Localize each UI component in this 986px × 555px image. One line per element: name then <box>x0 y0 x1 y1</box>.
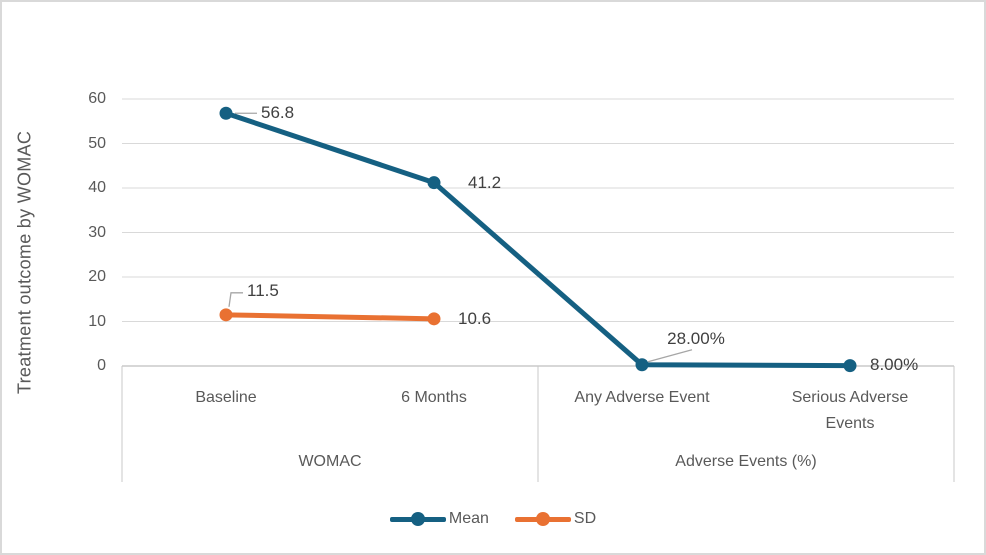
legend-line-marker-icon <box>514 512 571 526</box>
data-point-mean-1 <box>427 176 441 190</box>
y-tick-label: 30 <box>88 223 106 241</box>
data-label: 41.2 <box>468 172 502 192</box>
data-point-mean-0 <box>219 106 233 120</box>
data-label: 8.00% <box>870 354 919 374</box>
x-category-label: 6 Months <box>401 389 467 406</box>
legend-label: Mean <box>448 510 489 527</box>
data-label: 11.5 <box>247 280 279 300</box>
data-point-sd-1 <box>427 312 441 326</box>
legend-dot-icon <box>535 512 550 526</box>
data-label-leader-line <box>647 349 693 363</box>
y-tick-label: 10 <box>88 312 106 330</box>
series-line-mean <box>223 110 853 369</box>
data-point-sd-0 <box>219 308 233 322</box>
legend-dot-icon <box>410 512 425 526</box>
series-line-sd <box>223 312 437 322</box>
y-tick-label: 60 <box>88 90 106 107</box>
x-category-label: Serious Adverse Events <box>791 389 909 432</box>
y-tick-label: 50 <box>88 134 106 152</box>
chart-legend: Mean SD <box>2 505 984 533</box>
legend-item-mean: Mean <box>389 509 489 529</box>
y-tick-label: 0 <box>97 357 106 374</box>
data-label: 28.00% <box>667 328 725 348</box>
y-tick-label: 20 <box>88 268 106 285</box>
y-tick-label: 40 <box>88 179 106 196</box>
x-group-label: WOMAC <box>298 453 362 470</box>
data-label: 10.6 <box>458 308 492 328</box>
data-label: 56.8 <box>261 103 295 123</box>
x-group-label: Adverse Events (%) <box>675 453 817 470</box>
data-label-leader-line <box>228 292 243 307</box>
x-category-label: Any Adverse Event <box>574 389 710 406</box>
legend-item-sd: SD <box>514 509 597 529</box>
legend-line-marker-icon <box>389 512 446 526</box>
data-point-mean-3 <box>843 359 857 373</box>
data-point-mean-2 <box>635 358 649 372</box>
x-category-label: Baseline <box>195 389 257 406</box>
legend-label: SD <box>573 510 597 527</box>
